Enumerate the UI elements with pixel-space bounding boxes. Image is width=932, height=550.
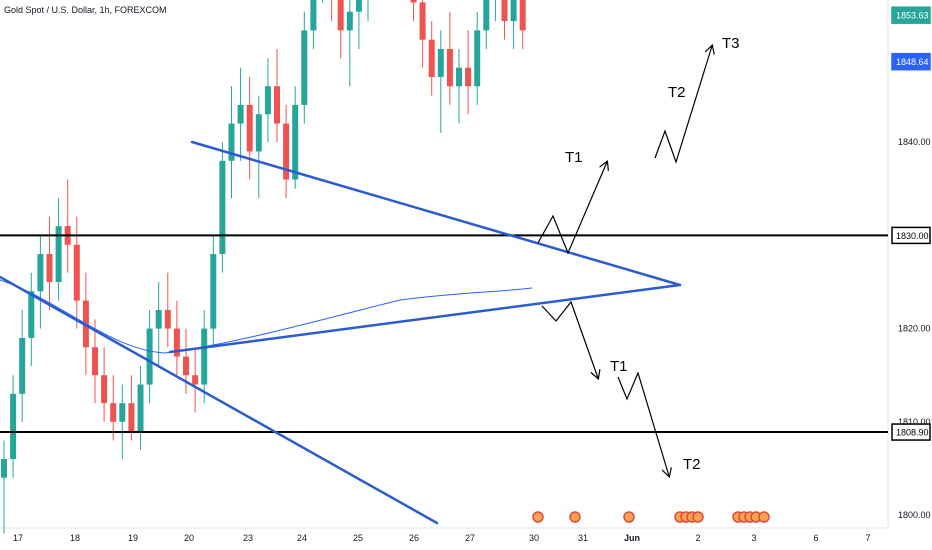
target-label-up-t3: T3 <box>722 35 740 52</box>
candle-body <box>192 375 199 385</box>
price-tick-label: 1820.00 <box>898 324 931 334</box>
time-tick-label: 27 <box>465 533 475 543</box>
candle-body <box>146 328 153 385</box>
candle-body <box>237 104 244 124</box>
candle-body <box>446 49 453 87</box>
candle-body <box>183 356 189 376</box>
bearish-path-t1 <box>541 300 598 378</box>
time-tick-label: 30 <box>529 533 539 543</box>
time-tick-label: 7 <box>865 533 870 543</box>
chart-title: Gold Spot / U.S. Dollar, 1h, FOREXCOM <box>4 5 167 15</box>
time-tick-label: 24 <box>297 533 307 543</box>
candle-body <box>155 309 162 329</box>
time-tick-label: 23 <box>243 533 253 543</box>
time-tick-label: 6 <box>813 533 818 543</box>
bullish-path-t3 <box>654 46 712 164</box>
price-box-s1 <box>891 226 931 245</box>
time-tick-label: 19 <box>128 533 138 543</box>
candle-body <box>301 30 308 105</box>
price-box-label-ma: 1848.64 <box>896 57 929 67</box>
candle-body <box>346 11 353 31</box>
candle-body <box>19 337 26 394</box>
candle-body <box>355 0 362 12</box>
candle-body <box>510 0 517 22</box>
target-label-up-t1: T1 <box>565 149 583 166</box>
time-tick-label: 2 <box>695 533 700 543</box>
time-tick-label: 20 <box>184 533 194 543</box>
event-icon <box>532 511 544 523</box>
candle-body <box>1 459 7 478</box>
price-tick-label: 1810.00 <box>898 417 931 427</box>
bearish-path-t2 <box>617 371 669 476</box>
candle-body <box>92 347 98 376</box>
price-box-label-s2: 1808.90 <box>896 428 929 438</box>
candle-body <box>456 67 462 87</box>
price-tick-label: 1840.00 <box>898 137 931 147</box>
descending-trendline <box>0 275 439 525</box>
time-tick-label: 31 <box>578 533 588 543</box>
price-box-last <box>891 6 931 24</box>
price-box-ma <box>891 52 931 71</box>
candle-body <box>128 403 135 432</box>
triangle-lower-trendline <box>168 283 682 354</box>
target-label-down-t2: T2 <box>683 456 701 473</box>
time-tick-label: Jun <box>624 533 640 543</box>
candle-body <box>246 104 253 152</box>
candle-body <box>201 328 208 385</box>
candle-body <box>73 244 80 301</box>
candle-body <box>274 86 280 124</box>
event-icon <box>692 511 704 523</box>
candle-body <box>55 226 62 282</box>
candle-body <box>283 123 290 180</box>
candle-body <box>437 49 444 77</box>
candle-body <box>255 114 262 152</box>
candle-body <box>37 254 44 292</box>
candle-body <box>483 0 490 31</box>
time-tick-label: 26 <box>409 533 419 543</box>
event-icon <box>623 511 635 523</box>
candle-body <box>137 384 144 432</box>
candle-body <box>10 393 17 460</box>
candle-body <box>173 328 180 357</box>
price-box-s2 <box>891 423 931 441</box>
candle-body <box>101 375 108 404</box>
candle-body <box>519 0 526 31</box>
candle-body <box>337 0 344 31</box>
time-tick-label: 18 <box>70 533 80 543</box>
target-label-down-t1: T1 <box>610 358 628 375</box>
event-icon <box>569 511 581 523</box>
triangle-upper-trendline <box>190 140 682 287</box>
candle-body <box>28 291 35 338</box>
price-tick-label: 1800.00 <box>898 510 931 520</box>
candle-body <box>110 403 117 422</box>
bullish-path-t1 <box>537 162 607 255</box>
candle-body <box>419 2 426 40</box>
time-tick-label: 3 <box>751 533 756 543</box>
candle-body <box>119 403 126 422</box>
candle-body <box>410 0 417 3</box>
time-tick-label: 17 <box>13 533 23 543</box>
candle-body <box>465 67 472 87</box>
target-label-up-t2: T2 <box>668 84 686 101</box>
candle-body <box>292 104 299 180</box>
time-tick-label: 25 <box>353 533 363 543</box>
candle-body <box>164 309 171 329</box>
moving-average-line <box>0 279 533 354</box>
candle-body <box>210 254 217 329</box>
candle-body <box>264 86 271 115</box>
event-icon <box>758 511 770 523</box>
candle-body <box>228 123 235 161</box>
price-box-label-last: 1853.63 <box>896 11 929 21</box>
candle-body <box>474 30 481 87</box>
candle-body <box>310 0 317 31</box>
candle-body <box>428 39 435 77</box>
candle-body <box>219 160 226 255</box>
candle-body <box>501 0 508 22</box>
price-box-label-s1: 1830.00 <box>896 231 929 241</box>
candle-body <box>46 254 53 282</box>
